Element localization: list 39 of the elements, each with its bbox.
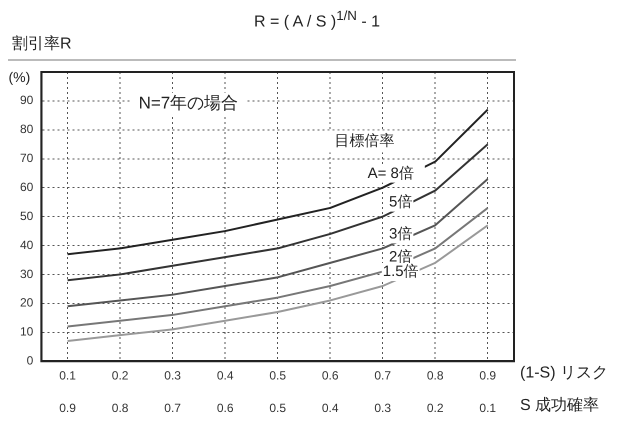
series-label: A= 8倍 <box>368 164 414 182</box>
series-label: 3倍 <box>389 226 412 243</box>
x-tick-label: 0.5 <box>269 368 286 383</box>
x2-tick-label: 0.4 <box>322 401 339 416</box>
text: (%) <box>8 68 30 85</box>
x2-tick-label: 0.5 <box>269 401 286 416</box>
x2-tick-label: 0.2 <box>426 401 444 416</box>
x2-tick-label: 0.3 <box>374 401 392 416</box>
x2-tick-label: 0.6 <box>216 401 234 416</box>
series-label: 1.5倍 <box>382 263 419 280</box>
x2-tick-label: 0.8 <box>112 401 129 416</box>
y-axis-title: 割引率R <box>12 34 72 52</box>
annotation: N=7年の場合 <box>138 94 238 112</box>
x2-axis-title: S 成功確率 <box>520 396 600 414</box>
y-tick-label: 80 <box>20 122 34 136</box>
x-tick-label: 0.3 <box>164 368 182 383</box>
x-tick-label: 0.1 <box>59 368 76 383</box>
y-tick-label: 60 <box>20 180 34 194</box>
y-tick-label: 70 <box>20 151 34 166</box>
x-axis-title: (1-S) リスク <box>520 364 608 382</box>
y-tick-label: 10 <box>20 324 34 339</box>
series-label: 5倍 <box>389 194 412 211</box>
x-tick-label: 0.7 <box>374 368 392 383</box>
x-tick-label: 0.9 <box>479 368 496 383</box>
y-tick-label: 0 <box>26 354 34 368</box>
x-tick-label: 0.4 <box>216 368 234 383</box>
y-tick-label: 30 <box>20 266 34 281</box>
chart-title: R = ( A / S )$^{1/N}$ - 1 <box>252 8 382 30</box>
x2-tick-label: 0.9 <box>59 401 76 416</box>
x-tick-label: 0.2 <box>112 368 129 383</box>
y-tick-label: 40 <box>20 238 34 252</box>
annotation: 目標倍率 <box>334 132 394 150</box>
x-tick-label: 0.6 <box>322 368 339 383</box>
y-tick-label: 20 <box>20 296 34 310</box>
x-tick-label: 0.8 <box>426 368 444 383</box>
x2-tick-label: 0.1 <box>479 401 496 416</box>
y-tick-label: 90 <box>20 93 34 108</box>
x2-tick-label: 0.7 <box>164 401 182 416</box>
y-tick-label: 50 <box>20 208 34 223</box>
